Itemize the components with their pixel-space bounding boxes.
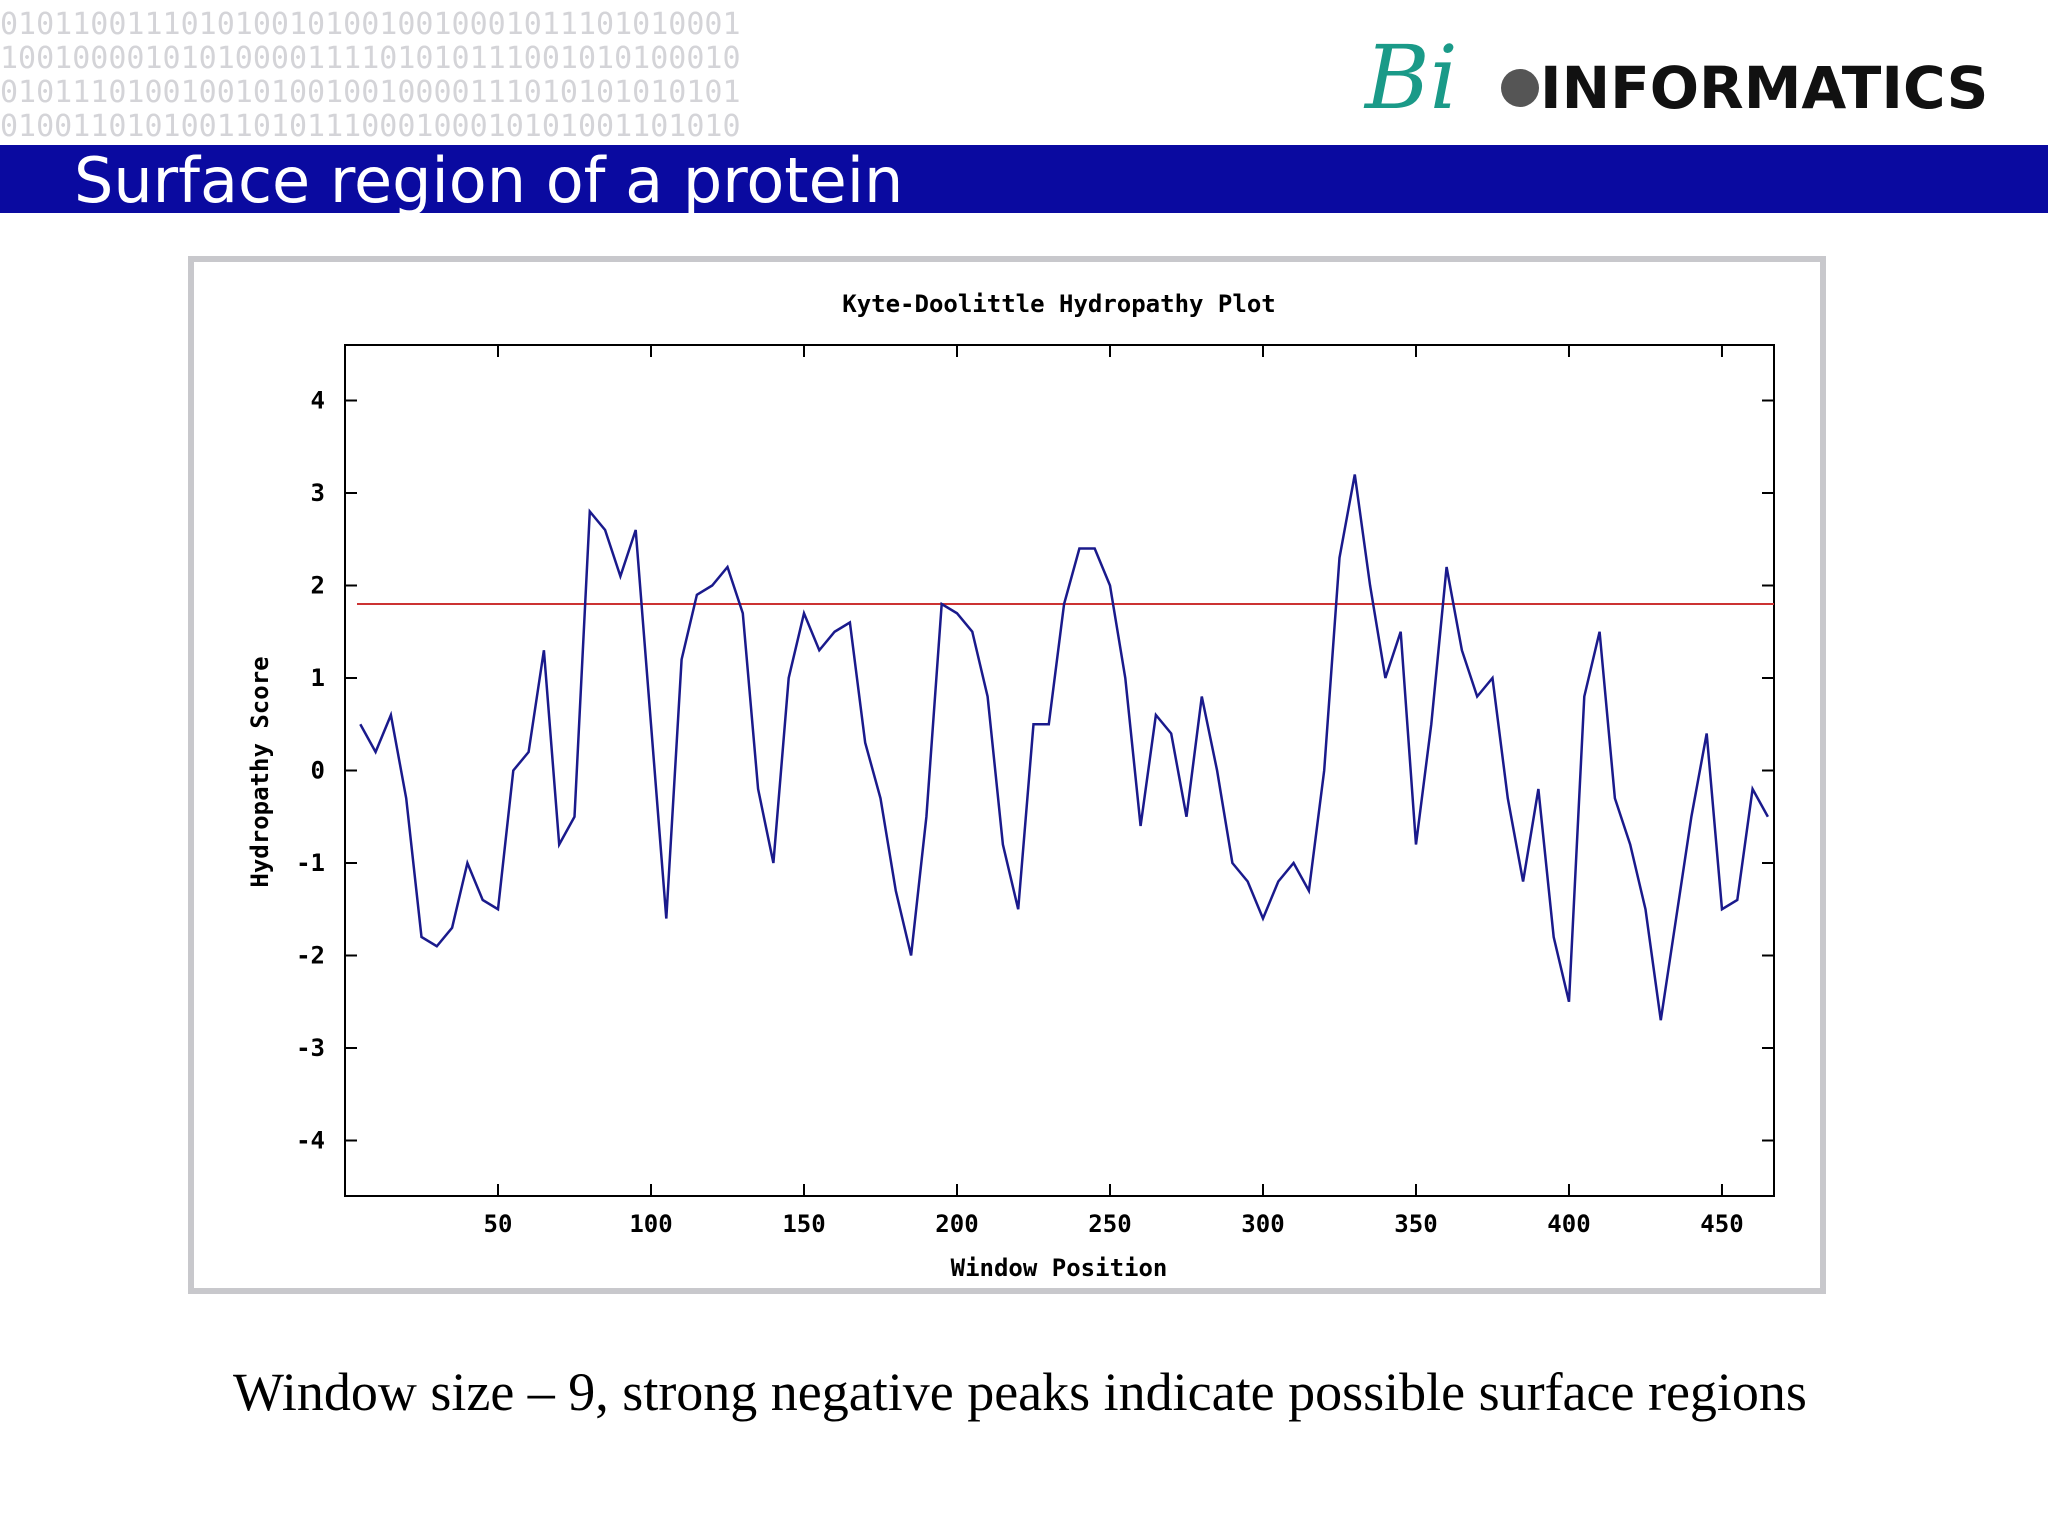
x-tick-label: 400 bbox=[1547, 1210, 1590, 1238]
binary-line: 0101100111010100101001001000101110101000… bbox=[0, 7, 741, 42]
y-tick-label: 2 bbox=[311, 572, 325, 600]
caption: Window size – 9, strong negative peaks i… bbox=[233, 1362, 1807, 1422]
y-tick-label: -4 bbox=[296, 1127, 325, 1155]
x-tick-label: 300 bbox=[1241, 1210, 1284, 1238]
chart-title: Kyte-Doolittle Hydropathy Plot bbox=[842, 290, 1275, 318]
x-tick-label: 450 bbox=[1700, 1210, 1743, 1238]
binary-line: 0100110101001101011100010001010100110101… bbox=[0, 109, 741, 144]
title-bar bbox=[0, 145, 2048, 213]
binary-bg: 0101100111010100101001001000101110101000… bbox=[0, 7, 741, 144]
x-tick-label: 250 bbox=[1088, 1210, 1131, 1238]
x-tick-label: 200 bbox=[935, 1210, 978, 1238]
y-axis-label: Hydropathy Score bbox=[246, 656, 274, 887]
logo-text: INFORMATICS bbox=[1540, 54, 1988, 122]
logo-sphere bbox=[1501, 69, 1539, 107]
binary-line: 1001000010101000011110101011100101010001… bbox=[0, 41, 741, 76]
y-tick-label: 3 bbox=[311, 479, 325, 507]
y-tick-label: 0 bbox=[311, 757, 325, 785]
y-tick-label: -1 bbox=[296, 849, 325, 877]
x-tick-label: 100 bbox=[629, 1210, 672, 1238]
chart-frame bbox=[188, 256, 1826, 1294]
y-tick-label: -3 bbox=[296, 1034, 325, 1062]
x-tick-label: 150 bbox=[782, 1210, 825, 1238]
slide-title: Surface region of a protein bbox=[74, 144, 903, 217]
binary-line: 0101110100100101001001000011101010101010… bbox=[0, 75, 741, 110]
hydropathy-line bbox=[359, 474, 1769, 1021]
y-tick-label: 1 bbox=[311, 664, 325, 692]
y-tick-label: -2 bbox=[296, 942, 325, 970]
x-tick-label: 350 bbox=[1394, 1210, 1437, 1238]
x-tick-label: 50 bbox=[484, 1210, 513, 1238]
logo-prefix: Bi bbox=[1363, 26, 1458, 129]
y-tick-label: 4 bbox=[311, 387, 325, 415]
x-axis-label: Window Position bbox=[951, 1254, 1168, 1282]
